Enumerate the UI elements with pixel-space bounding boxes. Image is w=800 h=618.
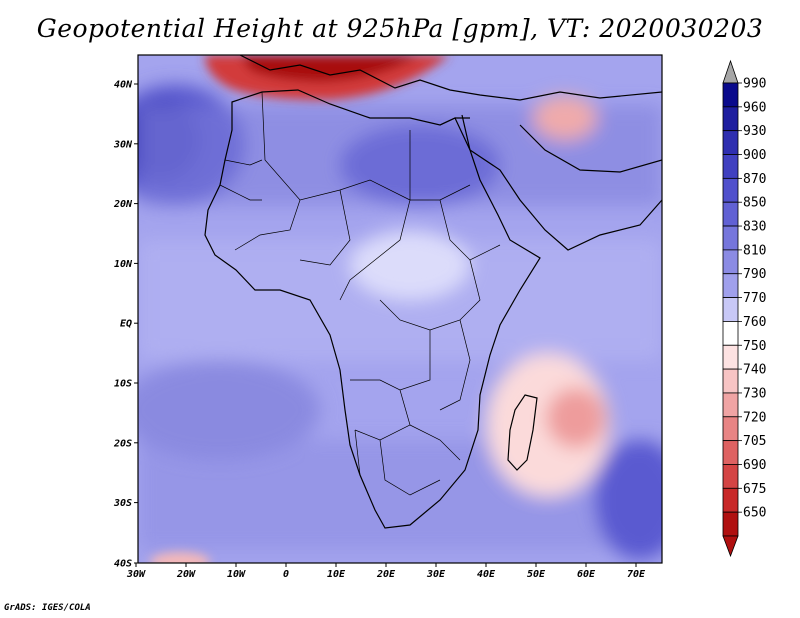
colorbar-bottom-arrow: [722, 535, 739, 558]
y-tick-label: 40N: [114, 80, 133, 91]
y-tick-label: 10N: [114, 259, 133, 270]
colorbar-label: 690: [743, 458, 766, 473]
colorbar-swatch: [722, 511, 739, 537]
x-tick-label: 10W: [227, 569, 246, 580]
y-tick-label: 20N: [113, 199, 133, 210]
colorbar-label: 650: [743, 506, 766, 521]
field-low-southatlantic: [150, 552, 210, 563]
x-tick-label: 10E: [327, 569, 346, 580]
colorbar-swatch: [722, 416, 739, 442]
colorbar-label: 990: [743, 77, 766, 92]
gulf-coastline: [519, 124, 662, 173]
colorbar-swatch: [722, 297, 739, 322]
y-tick-label: 30N: [113, 139, 133, 150]
colorbar-label: 790: [743, 267, 766, 282]
colorbar-label: 870: [743, 172, 766, 187]
colorbar-label: 850: [743, 196, 766, 211]
colorbar-label: 810: [743, 243, 766, 258]
colorbar-swatch: [722, 225, 739, 251]
colorbar-swatch: [722, 273, 739, 298]
colorbar-swatch: [722, 440, 739, 465]
colorbar-label: 750: [743, 339, 766, 354]
field-high-libya: [340, 125, 500, 205]
colorbar-label: 675: [743, 482, 766, 497]
colorbar-swatch: [722, 321, 739, 346]
colorbar-swatch: [722, 82, 739, 108]
y-tick-label: 30S: [113, 498, 132, 509]
colorbar-swatch: [722, 487, 739, 513]
x-tick-label: 50E: [527, 569, 546, 580]
colorbar-swatch: [722, 130, 739, 155]
colorbar-label: 760: [743, 315, 766, 330]
country-borders: [219, 91, 501, 496]
field-high-southindian: [595, 440, 662, 560]
arabian-coastline: [469, 149, 662, 251]
colorbar-label: 900: [743, 148, 766, 163]
x-tick-label: 30W: [126, 569, 146, 580]
y-tick-label: EQ: [120, 319, 132, 330]
x-tick-label: 20E: [376, 569, 396, 580]
colorbar-label: 930: [743, 124, 766, 139]
coastlines: [204, 55, 662, 529]
y-tick-label: 20S: [113, 438, 132, 449]
colorbar-label: 770: [743, 291, 766, 306]
x-tick-label: 30E: [426, 569, 446, 580]
y-tick-label: 10S: [114, 379, 132, 390]
x-tick-label: 20W: [176, 569, 196, 580]
plot-frame: [137, 54, 663, 564]
colorbar-swatch: [722, 344, 739, 370]
colorbar-swatch: [722, 368, 739, 394]
colorbar-top-arrow: [722, 59, 739, 84]
colorbar-swatch: [722, 201, 739, 227]
europe-coastline: [239, 55, 662, 101]
colorbar-swatch: [722, 106, 739, 132]
x-tick-label: 60E: [577, 569, 596, 580]
colorbar-label: 705: [743, 434, 766, 449]
colorbar-label: 740: [743, 363, 766, 378]
map-title: Geopotential Height at 925hPa [gpm], VT:…: [36, 14, 764, 43]
x-tick-label: 0: [283, 569, 289, 580]
height-field: [138, 55, 662, 563]
y-tick-label: 40S: [114, 559, 132, 570]
colorbar: 990 960 930 900 870 850 830 810 790 770 760 750 740 7…: [722, 59, 766, 558]
colorbar-swatch: [722, 392, 739, 418]
grads-credit: GrADS: IGES/COLA: [4, 603, 91, 613]
colorbar-label: 830: [743, 220, 766, 235]
colorbar-label: 960: [743, 100, 766, 115]
colorbar-label: 720: [743, 410, 766, 425]
colorbar-swatch: [722, 177, 739, 203]
x-tick-label: 70E: [627, 569, 646, 580]
colorbar-swatch: [722, 249, 739, 275]
colorbar-swatch: [722, 464, 739, 489]
x-axis: 30W 20W 10W 0 10E 20E 30E 40E 50E 60E 70E: [126, 563, 646, 580]
colorbar-label: 730: [743, 386, 766, 401]
colorbar-swatch: [722, 154, 739, 179]
field-low-iran: [533, 96, 597, 140]
y-axis: 40N 30N 20N 10N EQ 10S 20S 30S 40S: [113, 80, 138, 570]
madagascar-coastline: [507, 394, 538, 471]
x-tick-label: 40E: [477, 569, 496, 580]
